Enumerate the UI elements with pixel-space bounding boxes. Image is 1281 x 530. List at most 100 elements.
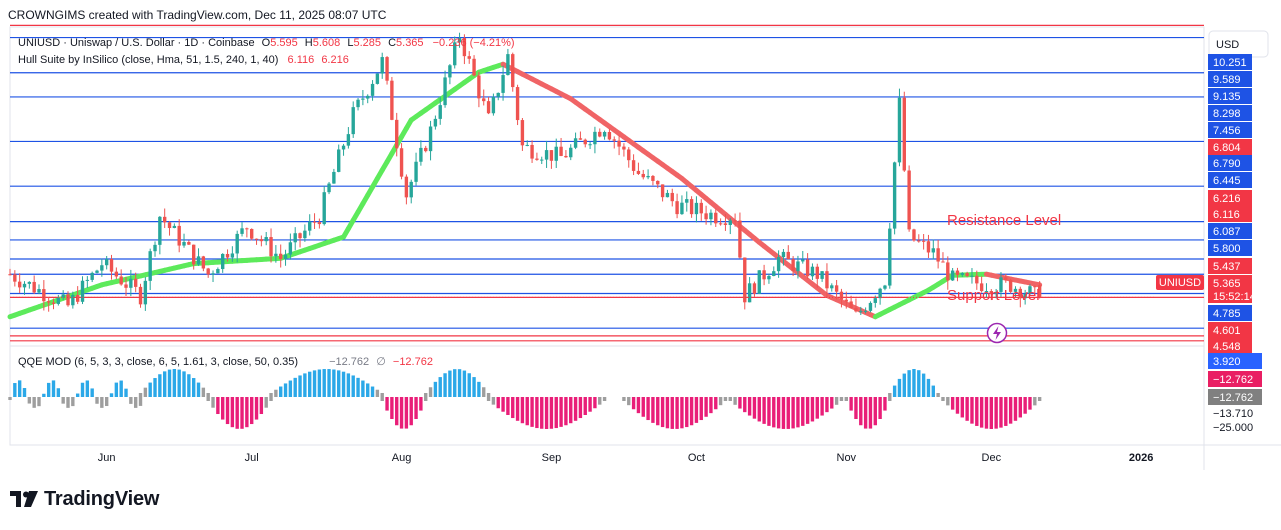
candle-body-155: [757, 270, 761, 294]
candle-body-14: [75, 294, 80, 302]
qqe-bar-210: [1004, 397, 1008, 426]
candle-body-16: [85, 279, 90, 281]
candle-body-89: [438, 105, 442, 119]
legend-row-qqe[interactable]: QQE MOD (6, 5, 3, 3, close, 6, 5, 1.61, …: [18, 356, 433, 368]
candle-body-11: [61, 294, 65, 298]
candle-body-102: [501, 75, 505, 93]
candle-body-172: [839, 291, 844, 300]
candle-body-66: [327, 183, 331, 193]
qqe-bar-158: [757, 397, 761, 422]
qqe-bar-81: [380, 397, 384, 401]
candle-body-198: [965, 273, 969, 276]
qqe-bar-130: [622, 397, 626, 401]
candle-body-48: [240, 228, 244, 234]
candle-body-209: [1018, 288, 1022, 299]
legend-open: 5.595: [270, 37, 298, 49]
candle-body-186: [907, 170, 911, 230]
candle-body-31: [158, 216, 162, 245]
lightning-icon[interactable]: [986, 322, 1008, 344]
candle-body-4: [27, 281, 32, 284]
qqe-bar-75: [356, 377, 360, 397]
qqe-bar-204: [975, 397, 979, 426]
price-chart[interactable]: UNIUSD · Uniswap / U.S. Dollar · 1D · Co…: [0, 0, 1281, 480]
qqe-bar-87: [409, 397, 413, 426]
candle-body-125: [612, 139, 616, 141]
time-axis[interactable]: Jun Jul Aug Sep Oct Nov Dec 2026: [98, 452, 1154, 464]
price-tick-10: 6.087: [1213, 226, 1241, 238]
qqe-bar-35: [172, 369, 177, 397]
qqe-bar-21: [109, 393, 114, 397]
qqe-bar-6: [37, 397, 41, 407]
qqe-bar-187: [892, 385, 897, 397]
price-tick-2: 9.135: [1213, 91, 1241, 103]
qqe-bar-164: [786, 397, 790, 429]
candle-body-61: [303, 230, 307, 239]
qqe-bar-199: [950, 397, 955, 410]
qqe-bar-213: [1018, 397, 1022, 418]
legend-row-hull[interactable]: Hull Suite by InSilico (close, Hma, 51, …: [18, 54, 349, 66]
candles: [8, 32, 1042, 316]
qqe-bar-38: [187, 374, 191, 397]
price-tick-bg-14: [1208, 305, 1252, 321]
qqe-bar-208: [994, 397, 998, 429]
currency-button[interactable]: USD: [1208, 30, 1269, 58]
symbol-tag-text: UNIUSD: [1159, 277, 1201, 289]
qqe-bar-82: [385, 397, 389, 411]
candle-body-128: [627, 149, 631, 161]
candle-body-129: [631, 160, 636, 171]
candle-body-93: [457, 38, 462, 43]
qqe-bar-117: [544, 397, 549, 429]
qqe-axis[interactable]: 3.920 −12.762 −12.762 −13.710 −25.000: [1208, 353, 1262, 434]
qqe-bar-134: [641, 397, 645, 417]
qqe-bar-175: [839, 397, 844, 401]
qqe-bar-22: [114, 382, 119, 397]
qqe-bar-168: [805, 397, 810, 424]
candle-body-208: [1013, 288, 1018, 292]
price-tick-14: 4.785: [1213, 308, 1241, 320]
candle-body-67: [332, 171, 336, 184]
qqe-bar-36: [177, 369, 181, 397]
candle-body-79: [390, 80, 394, 120]
qqe-value-2: −12.762: [393, 356, 433, 368]
qqe-bar-20: [104, 397, 109, 407]
candle-body-5: [32, 281, 36, 293]
price-tick-bg-2: [1208, 88, 1252, 104]
candle-body-212: [1033, 286, 1037, 288]
candle-body-20: [104, 259, 109, 266]
qqe-bar-24: [124, 388, 128, 397]
price-tick-6: 6.790: [1213, 158, 1241, 170]
candle-body-49: [245, 228, 249, 230]
qqe-label: QQE MOD (6, 5, 3, 3, close, 6, 5, 1.61, …: [18, 356, 298, 368]
candle-body-0: [8, 274, 12, 276]
candle-body-211: [1028, 286, 1032, 294]
qqe-bar-12: [66, 397, 70, 408]
qqe-bar-84: [395, 397, 399, 426]
qqe-bar-100: [467, 373, 471, 397]
qqe-bar-79: [375, 389, 380, 397]
candle-body-158: [772, 271, 776, 276]
legend-row-price[interactable]: UNIUSD · Uniswap / U.S. Dollar · 1D · Co…: [18, 37, 515, 49]
price-tick-bg-12: [1208, 258, 1252, 274]
last-price-text: 5.365: [1213, 278, 1241, 290]
candle-body-21: [109, 259, 114, 272]
qqe-bar-49: [235, 397, 239, 429]
candle-body-26: [133, 278, 138, 287]
candle-body-92: [453, 42, 457, 66]
qqe-bar-66: [312, 370, 317, 397]
qqe-bar-101: [472, 377, 476, 397]
qqe-bar-25: [129, 397, 133, 404]
candle-body-147: [718, 223, 723, 225]
candle-body-157: [767, 275, 771, 280]
time-label-6: Dec: [982, 452, 1002, 464]
qqe-bar-194: [926, 378, 931, 397]
qqe-bar-157: [752, 397, 757, 419]
candle-body-205: [999, 277, 1003, 292]
price-tick-bg-4: [1208, 122, 1252, 138]
candle-body-80: [395, 119, 399, 149]
candle-body-184: [897, 97, 902, 163]
candle-body-210: [1023, 293, 1027, 299]
candle-body-166: [810, 266, 815, 277]
qqe-bar-174: [834, 397, 839, 405]
qqe-bar-76: [361, 380, 365, 397]
price-axis[interactable]: 10.251 9.589 9.135 8.298 7.456 6.804 6.790 6.44…: [1208, 54, 1252, 354]
